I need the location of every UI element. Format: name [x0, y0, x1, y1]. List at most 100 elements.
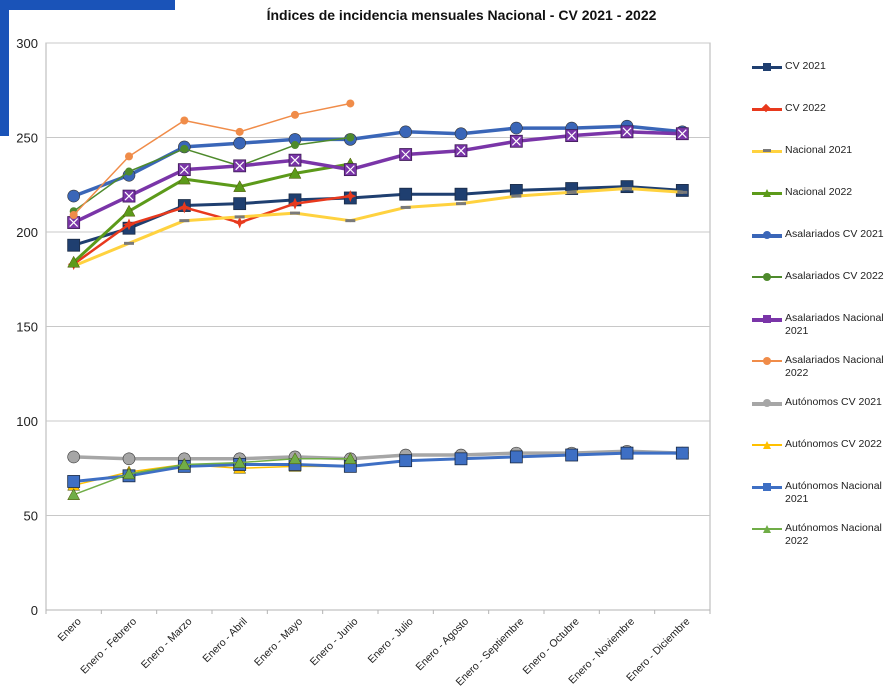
data-point	[123, 218, 135, 231]
x-tick-label: Enero - Mayo	[252, 616, 305, 669]
marker-cross	[235, 161, 245, 171]
series-line	[72, 187, 684, 268]
legend-item: Autónomos CV 2021	[752, 394, 892, 424]
legend-item: Autónomos Nacional 2021	[752, 478, 892, 508]
data-point	[677, 190, 688, 194]
data-point	[122, 189, 136, 203]
marker-cross	[345, 165, 355, 175]
data-point	[622, 187, 632, 191]
series-line	[72, 162, 352, 264]
data-point	[288, 153, 302, 167]
legend-swatch-marker	[763, 149, 771, 152]
x-tick-label: Enero - Abril	[200, 616, 249, 665]
data-point	[180, 144, 189, 153]
x-tick-label: Enero - Julio	[366, 616, 416, 666]
marker-cross	[69, 218, 79, 227]
legend-label: Autónomos CV 2021	[785, 396, 882, 408]
legend-label: Nacional 2022	[785, 186, 853, 198]
data-point	[509, 450, 523, 464]
data-point	[233, 159, 247, 173]
data-point	[125, 167, 133, 176]
data-point	[67, 255, 81, 268]
data-point	[456, 202, 466, 206]
series-line	[72, 451, 684, 483]
legend-swatch-marker	[763, 441, 771, 449]
data-point	[290, 211, 300, 215]
marker-cross	[511, 136, 521, 146]
data-point	[400, 205, 411, 209]
data-point	[291, 110, 299, 119]
data-point	[234, 215, 245, 219]
data-point	[122, 452, 136, 466]
legend-swatch-marker	[763, 357, 771, 365]
data-point	[511, 194, 522, 198]
data-point	[565, 448, 579, 462]
legend-swatch-marker	[763, 231, 771, 239]
data-point	[122, 467, 136, 480]
data-point	[675, 127, 689, 141]
data-point	[566, 190, 577, 194]
decorative-corner-band	[0, 0, 175, 10]
y-tick-label: 0	[31, 603, 38, 618]
series-8	[69, 99, 355, 219]
y-tick-label: 100	[16, 414, 38, 429]
data-point	[235, 127, 244, 136]
marker-cross	[567, 131, 577, 141]
decorative-corner-block	[0, 0, 9, 136]
marker-cross	[622, 127, 632, 137]
legend-label: CV 2021	[785, 60, 826, 72]
data-point	[179, 219, 190, 223]
legend-item: Nacional 2021	[752, 142, 892, 172]
legend-item: Autónomos CV 2022	[752, 436, 892, 466]
marker-cross	[179, 165, 189, 175]
legend-item: Asalariados CV 2022	[752, 268, 892, 298]
data-point	[233, 136, 246, 150]
data-point	[454, 127, 468, 141]
data-point	[399, 454, 413, 468]
legend-swatch-marker	[763, 63, 771, 71]
data-point	[178, 201, 191, 214]
data-point	[454, 144, 468, 158]
data-point	[69, 210, 78, 219]
data-point	[233, 216, 246, 229]
data-point	[675, 446, 689, 460]
data-point	[122, 204, 136, 217]
data-point	[565, 129, 579, 143]
data-point	[67, 450, 80, 464]
data-point	[288, 166, 302, 179]
data-point	[346, 133, 355, 142]
data-point	[124, 241, 134, 245]
data-point	[180, 116, 189, 125]
y-tick-label: 200	[16, 225, 38, 240]
data-point	[343, 163, 357, 177]
x-tick-label: Enero - Agosto	[414, 616, 472, 674]
legend-label: CV 2022	[785, 102, 826, 114]
data-point	[67, 189, 80, 203]
data-point	[620, 125, 634, 139]
data-point	[233, 180, 247, 192]
y-tick-label: 50	[24, 509, 38, 524]
marker-cross	[290, 155, 300, 165]
legend-swatch-marker	[763, 525, 771, 533]
legend-label: Autónomos Nacional 2021	[785, 480, 882, 505]
chart-title: Índices de incidencia mensuales Nacional…	[0, 7, 895, 23]
marker-cross	[124, 191, 134, 201]
data-point	[67, 238, 81, 252]
marker-cross	[677, 129, 687, 139]
data-point	[233, 456, 247, 468]
legend-item: Asalariados CV 2021	[752, 226, 892, 256]
series-line	[72, 102, 352, 216]
legend-swatch-marker	[763, 483, 771, 491]
data-point	[344, 190, 357, 203]
data-point	[399, 125, 412, 139]
x-tick-label: Enero - Junio	[308, 616, 361, 669]
data-point	[509, 134, 523, 148]
legend-label: Autónomos CV 2022	[785, 438, 882, 450]
data-point	[233, 197, 247, 211]
data-point	[620, 446, 634, 460]
series-7	[67, 125, 689, 229]
legend-label: Autónomos Nacional 2022	[785, 522, 882, 547]
data-point	[291, 141, 299, 150]
legend-item: CV 2021	[752, 58, 892, 88]
